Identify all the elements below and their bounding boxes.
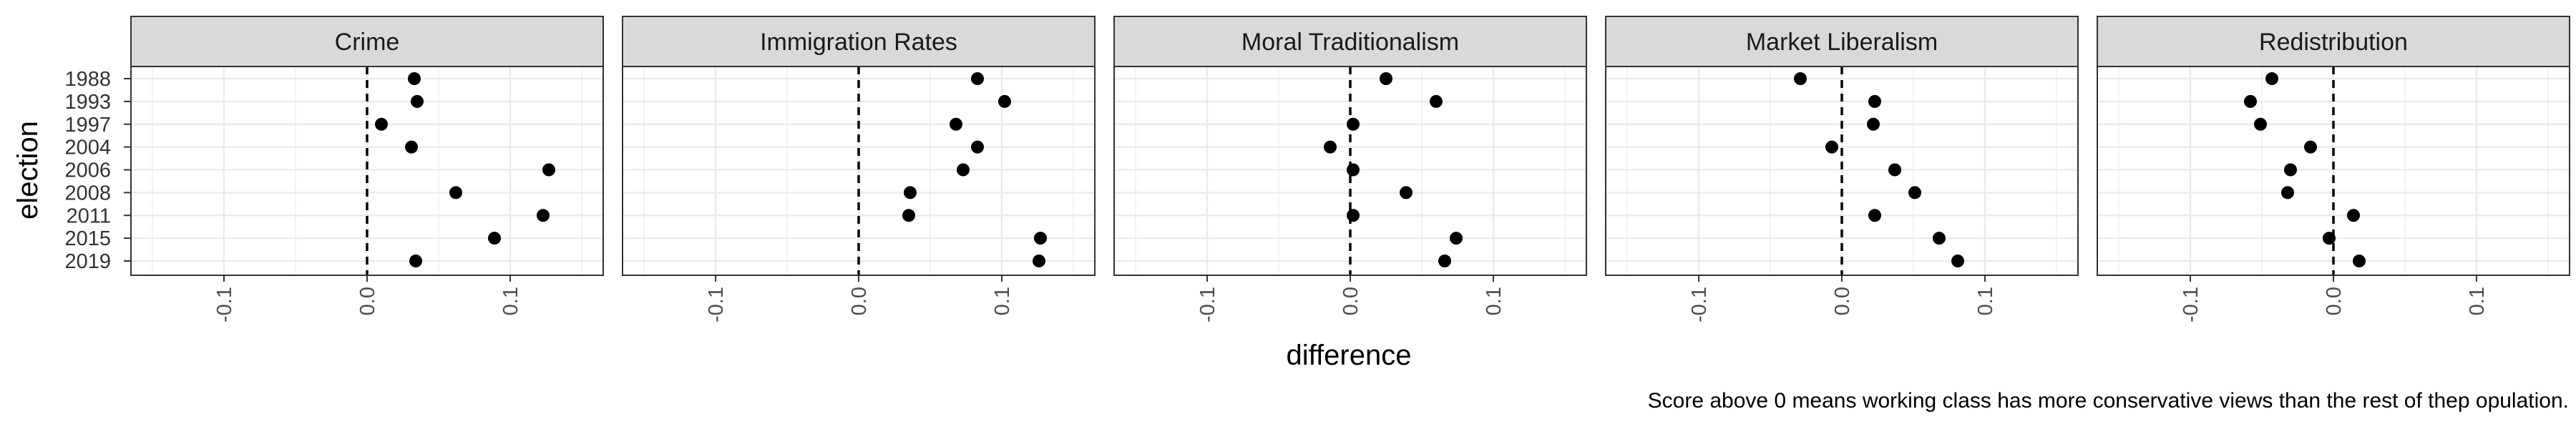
x-tick-label: 0.0	[356, 287, 379, 315]
data-point	[1347, 209, 1360, 222]
data-point	[542, 163, 555, 177]
data-point	[1825, 140, 1838, 154]
y-tick-label: 1993	[64, 91, 111, 114]
facet-strip	[1113, 16, 1587, 67]
facet-panel: Crime -0.1 0.0 0.1	[130, 16, 604, 322]
facet-strip	[2097, 16, 2570, 67]
facet-strip	[130, 16, 604, 67]
y-tick-label: 2004	[64, 137, 111, 159]
data-point	[971, 72, 984, 85]
data-point	[1324, 140, 1337, 154]
facet-panel: Immigration Rates -0.1 0.0 0.1	[622, 16, 1096, 322]
data-point	[2265, 72, 2278, 85]
data-point	[1908, 186, 1921, 199]
facet-strip-label: Redistribution	[2259, 29, 2408, 56]
data-point	[408, 72, 421, 85]
data-point	[971, 140, 984, 154]
facet-panel: Redistribution -0.1 0.0 0.1	[2097, 16, 2570, 322]
x-tick-label: 0.0	[2323, 287, 2346, 315]
data-point	[2323, 232, 2336, 245]
data-point	[1347, 163, 1360, 177]
data-point	[1867, 117, 1880, 131]
data-point	[2254, 117, 2267, 131]
y-axis-title: election	[12, 121, 44, 220]
facet-strip-label: Immigration Rates	[760, 29, 957, 56]
x-tick-label: 0.1	[1974, 287, 1997, 315]
chart-caption: Score above 0 means working class has mo…	[1648, 389, 2569, 413]
data-point	[1450, 232, 1463, 245]
data-point	[1034, 232, 1047, 245]
x-tick-label: 0.1	[499, 287, 522, 315]
data-point	[904, 186, 917, 199]
data-point	[1933, 232, 1946, 245]
data-point	[1430, 94, 1443, 108]
data-point	[1951, 255, 1964, 267]
data-point	[1888, 163, 1901, 177]
data-point	[902, 209, 915, 222]
data-point	[375, 117, 388, 131]
y-tick-label: 2006	[64, 159, 111, 182]
facet-panel: Moral Traditionalism -0.1 0.0 0.1	[1113, 16, 1587, 322]
y-tick-label: 1988	[64, 68, 111, 91]
x-tick-label: -0.1	[213, 287, 236, 322]
facet-strip-label: Moral Traditionalism	[1241, 29, 1459, 56]
data-point	[1033, 255, 1045, 267]
data-point	[1794, 72, 1807, 85]
data-point	[2281, 186, 2294, 199]
data-point	[1868, 94, 1881, 108]
data-point	[1438, 255, 1451, 267]
x-tick-label: -0.1	[1688, 287, 1711, 322]
data-point	[2284, 163, 2297, 177]
data-point	[1868, 209, 1881, 222]
data-point	[2353, 255, 2366, 267]
data-point	[2244, 94, 2257, 108]
data-point	[950, 117, 962, 131]
x-tick-label: 0.1	[1483, 287, 1506, 315]
facet-strip-label: Crime	[335, 29, 400, 56]
facet-panels: 198819931997200420062008201120152019Crim…	[64, 16, 2570, 322]
x-tick-label: 0.0	[1831, 287, 1854, 315]
y-tick-label: 1997	[64, 114, 111, 137]
data-point	[1347, 117, 1360, 131]
x-tick-label: 0.0	[1340, 287, 1362, 315]
y-tick-label: 2011	[67, 204, 111, 227]
data-point	[1400, 186, 1413, 199]
x-tick-label: 0.1	[2466, 287, 2489, 315]
y-tick-label: 2019	[64, 250, 111, 273]
x-tick-label: 0.0	[848, 287, 871, 315]
data-point	[998, 94, 1011, 108]
data-point	[405, 140, 418, 154]
data-point	[409, 255, 422, 267]
facet-strip	[622, 16, 1096, 67]
data-point	[2304, 140, 2317, 154]
y-tick-label: 2015	[64, 227, 111, 250]
facet-strip	[1605, 16, 2079, 67]
data-point	[537, 209, 550, 222]
data-point	[449, 186, 462, 199]
x-tick-label: -0.1	[705, 287, 728, 322]
facet-panel: Market Liberalism -0.1 0.0 0.1	[1605, 16, 2079, 322]
x-tick-label: 0.1	[991, 287, 1014, 315]
x-tick-label: -0.1	[2180, 287, 2202, 322]
x-axis-title: difference	[1287, 340, 1412, 371]
facet-strip-label: Market Liberalism	[1746, 29, 1938, 56]
data-point	[1380, 72, 1392, 85]
x-tick-label: -0.1	[1196, 287, 1219, 322]
data-point	[957, 163, 970, 177]
data-point	[2347, 209, 2360, 222]
y-tick-label: 2008	[64, 182, 111, 204]
data-point	[488, 232, 501, 245]
data-point	[411, 94, 424, 108]
